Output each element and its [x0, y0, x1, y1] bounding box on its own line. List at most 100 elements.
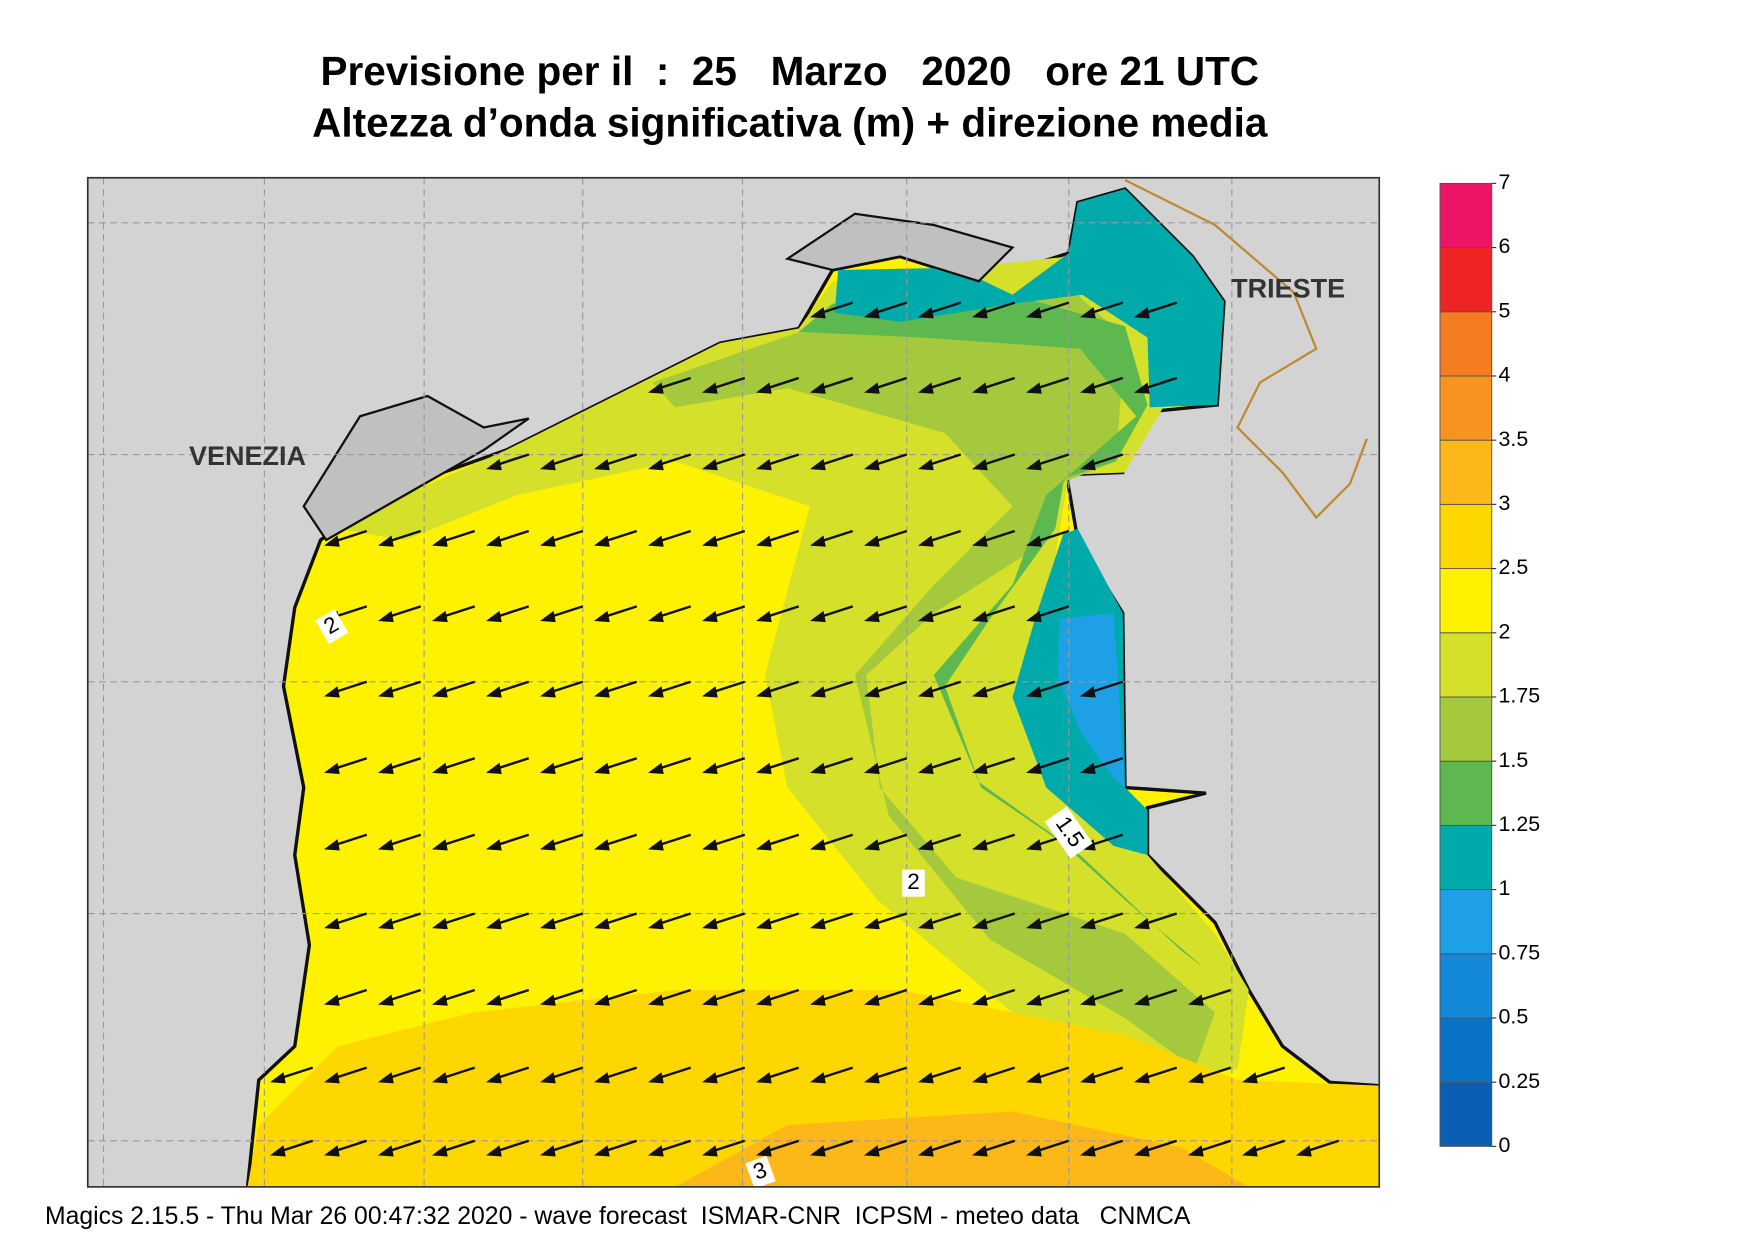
arrow-head — [594, 459, 610, 471]
colorbar-segment — [1439, 247, 1493, 313]
arrow-head — [486, 1072, 502, 1084]
arrow-head — [1080, 762, 1096, 774]
arrow — [702, 1139, 746, 1157]
arrow-head — [1080, 307, 1096, 319]
colorbar-label: 7 — [1499, 170, 1511, 194]
arrow — [378, 680, 422, 698]
arrow — [810, 988, 854, 1006]
arrow-head — [756, 994, 772, 1006]
colorbar-label: 0.25 — [1499, 1069, 1541, 1093]
arrow-head — [432, 535, 448, 547]
arrow — [972, 1066, 1016, 1084]
arrow-head — [378, 610, 394, 623]
arrow — [594, 833, 638, 851]
arrow-head — [1026, 994, 1042, 1006]
arrow-head — [324, 1145, 340, 1157]
arrow — [540, 453, 584, 471]
arrow-head — [594, 1072, 610, 1084]
zone-300 — [675, 1111, 1249, 1187]
arrow — [1080, 988, 1124, 1006]
arrow-head — [918, 535, 934, 547]
arrow — [918, 912, 962, 930]
arrow-head — [918, 762, 934, 774]
arrow-head — [972, 918, 988, 930]
arrow-head — [486, 918, 502, 930]
arrow-head — [864, 762, 880, 774]
arrow-head — [810, 1072, 826, 1084]
arrow-head — [486, 459, 502, 471]
arrow-head — [1026, 307, 1042, 319]
arrow — [648, 833, 692, 851]
arrow — [1080, 680, 1124, 698]
arrow — [1080, 376, 1124, 394]
colorbar-segment — [1439, 696, 1493, 762]
arrow — [972, 605, 1016, 623]
arrow — [756, 1139, 800, 1157]
arrow-head — [918, 307, 934, 319]
arrow — [540, 757, 584, 774]
arrow-head — [702, 762, 718, 774]
arrow — [1026, 605, 1070, 623]
arrow-head — [378, 839, 394, 851]
colorbar-segment — [1439, 375, 1493, 441]
arrow — [648, 680, 692, 698]
colorbar-label: 5 — [1499, 298, 1511, 322]
arrow — [432, 757, 476, 774]
arrow — [918, 833, 962, 851]
arrow-head — [648, 994, 664, 1006]
arrow-head — [486, 535, 502, 547]
arrow — [1026, 988, 1070, 1006]
arrow-head — [648, 762, 664, 774]
contour-label: 2 — [315, 609, 349, 644]
arrow-head — [378, 762, 394, 774]
arrow-head — [702, 382, 718, 394]
arrow-head — [1080, 459, 1096, 471]
arrow — [1134, 376, 1178, 394]
arrow — [810, 529, 854, 547]
title-line-2: Altezza d’onda significativa (m) + direz… — [312, 100, 1268, 146]
arrow — [810, 833, 854, 851]
arrow-head — [648, 918, 664, 930]
arrow-head — [972, 535, 988, 547]
arrow-head — [810, 686, 826, 698]
arrow — [432, 988, 476, 1006]
arrow-head — [540, 994, 556, 1006]
arrow-head — [648, 610, 664, 623]
arrow — [1026, 912, 1070, 930]
arrow — [540, 833, 584, 851]
arrow-head — [702, 535, 718, 547]
arrow — [486, 605, 530, 623]
arrow-head — [540, 459, 556, 471]
colorbar-label: 1.75 — [1499, 684, 1541, 708]
arrow — [972, 301, 1016, 319]
arrow — [540, 605, 584, 623]
arrow — [702, 912, 746, 930]
arrow — [1242, 1139, 1286, 1157]
arrow — [432, 605, 476, 623]
arrow — [378, 757, 422, 774]
arrow — [486, 988, 530, 1006]
arrow — [594, 1066, 638, 1084]
arrow-head — [756, 1145, 772, 1157]
colorbar-label: 4 — [1499, 363, 1511, 387]
arrow-head — [540, 918, 556, 930]
arrow-head — [864, 686, 880, 698]
arrow-head — [918, 839, 934, 851]
arrow-head — [972, 307, 988, 319]
arrow — [918, 453, 962, 471]
arrow — [810, 453, 854, 471]
arrow — [864, 301, 908, 319]
arrow — [702, 529, 746, 547]
arrow — [648, 1139, 692, 1157]
colorbar-segment — [1439, 568, 1493, 634]
arrow — [864, 1066, 908, 1084]
colorbar-label: 0.5 — [1499, 1005, 1529, 1029]
arrow-head — [432, 918, 448, 930]
arrow — [648, 529, 692, 547]
arrow-head — [1080, 1072, 1096, 1084]
arrow — [1080, 1066, 1124, 1084]
arrow-head — [810, 535, 826, 547]
arrow — [918, 1066, 962, 1084]
colorbar-label: 2 — [1499, 619, 1511, 643]
